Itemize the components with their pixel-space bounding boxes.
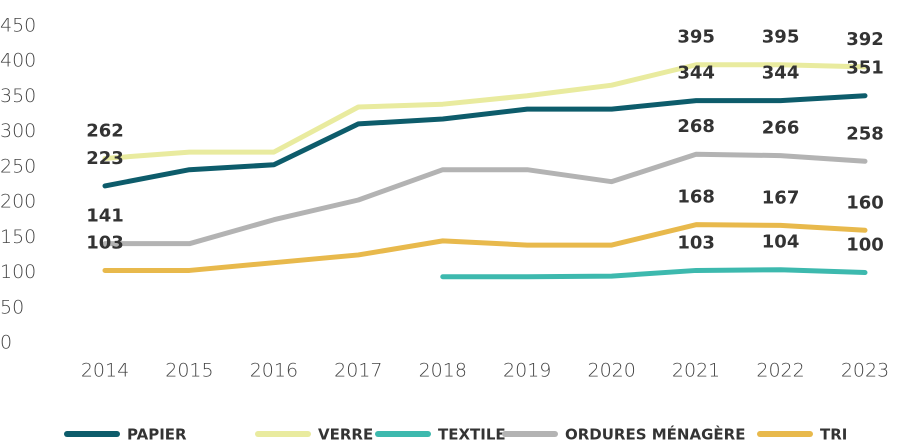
y-tick-label: 0 (0, 332, 12, 354)
x-tick-label: 2018 (419, 360, 467, 382)
series-line (102, 222, 868, 273)
x-tick-label: 2017 (334, 360, 382, 382)
data-label: 103 (86, 232, 124, 253)
legend-label: TEXTILE (438, 426, 506, 443)
y-tick-label: 300 (0, 120, 36, 142)
x-tick-label: 2016 (250, 360, 298, 382)
data-label: 266 (762, 118, 800, 139)
y-tick-label: 200 (0, 191, 36, 213)
data-label: 262 (86, 120, 124, 141)
data-label: 344 (677, 63, 715, 84)
data-label: 104 (762, 232, 800, 253)
x-tick-label: 2015 (165, 360, 213, 382)
y-tick-label: 450 (0, 15, 36, 37)
data-label: 167 (762, 187, 800, 208)
y-tick-label: 100 (0, 261, 36, 283)
y-tick-label: 400 (0, 50, 36, 72)
legend-label: PAPIER (127, 426, 187, 443)
y-tick-label: 350 (0, 85, 36, 107)
data-label: 258 (846, 123, 884, 144)
data-label: 351 (846, 58, 884, 79)
legend-label: VERRE (318, 426, 373, 443)
data-label: 141 (86, 206, 124, 227)
data-label: 100 (846, 235, 884, 256)
data-label: 395 (677, 27, 715, 48)
data-label: 223 (86, 148, 124, 169)
data-label: 344 (762, 63, 800, 84)
series-line (102, 62, 868, 161)
x-tick-label: 2014 (81, 360, 129, 382)
data-label: 160 (846, 192, 884, 213)
x-tick-label: 2021 (672, 360, 720, 382)
series-line (102, 93, 868, 189)
x-tick-label: 2023 (841, 360, 889, 382)
x-tick-label: 2022 (756, 360, 804, 382)
y-tick-label: 50 (0, 296, 24, 318)
data-label: 268 (677, 116, 715, 137)
series-line (440, 267, 868, 280)
y-tick-label: 150 (0, 226, 36, 248)
x-tick-label: 2019 (503, 360, 551, 382)
x-tick-label: 2020 (587, 360, 635, 382)
legend-label: ORDURES MÉNAGÈRE (565, 425, 745, 443)
y-tick-label: 250 (0, 155, 36, 177)
legend-label: TRI (820, 426, 847, 443)
data-label: 168 (677, 187, 715, 208)
data-label: 392 (846, 29, 884, 50)
data-label: 395 (762, 27, 800, 48)
series-line (102, 151, 868, 247)
data-label: 103 (677, 232, 715, 253)
